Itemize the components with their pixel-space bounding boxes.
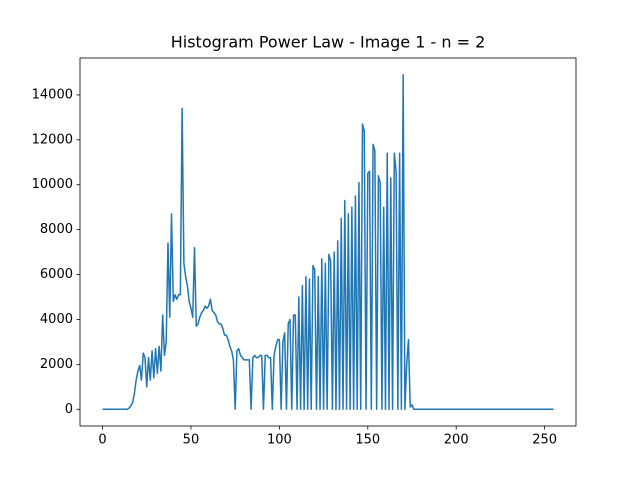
plot-frame <box>79 57 577 427</box>
y-tick-label: 14000 <box>32 87 73 102</box>
x-tick-label: 250 <box>532 433 557 448</box>
x-tick-label: 50 <box>183 433 200 448</box>
x-tick-label: 100 <box>267 433 292 448</box>
x-tick-label: 150 <box>355 433 380 448</box>
y-tick-label: 6000 <box>40 267 73 282</box>
y-tick-label: 2000 <box>40 357 73 372</box>
y-tick-label: 8000 <box>40 222 73 237</box>
x-tick-label: 0 <box>98 433 106 448</box>
data-line <box>102 73 554 411</box>
chart-title: Histogram Power Law - Image 1 - n = 2 <box>171 33 486 52</box>
x-tick-label: 200 <box>444 433 469 448</box>
y-tick-label: 10000 <box>32 177 73 192</box>
y-tick-label: 4000 <box>40 312 73 327</box>
y-tick-label: 0 <box>65 402 73 417</box>
y-tick-label: 12000 <box>32 132 73 147</box>
